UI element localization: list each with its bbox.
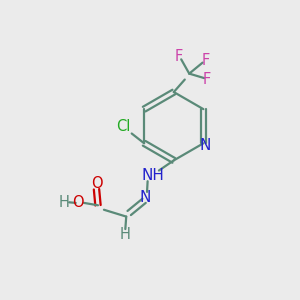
Text: Cl: Cl (116, 119, 130, 134)
Text: F: F (202, 53, 210, 68)
Text: H: H (119, 227, 130, 242)
Text: F: F (175, 49, 183, 64)
Text: O: O (72, 195, 84, 210)
Text: NH: NH (142, 168, 164, 183)
Text: N: N (140, 190, 151, 205)
Text: F: F (203, 72, 211, 87)
Text: O: O (91, 176, 102, 191)
Text: H: H (58, 195, 69, 210)
Text: N: N (199, 138, 211, 153)
